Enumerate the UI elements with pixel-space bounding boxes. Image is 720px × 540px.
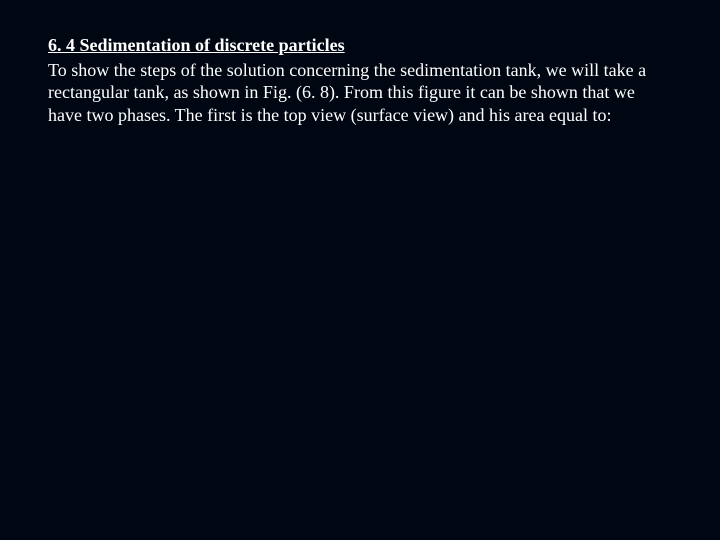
section-body: To show the steps of the solution concer… [48, 59, 672, 127]
section-heading: 6. 4 Sedimentation of discrete particles [48, 34, 672, 57]
slide: 6. 4 Sedimentation of discrete particles… [0, 0, 720, 540]
